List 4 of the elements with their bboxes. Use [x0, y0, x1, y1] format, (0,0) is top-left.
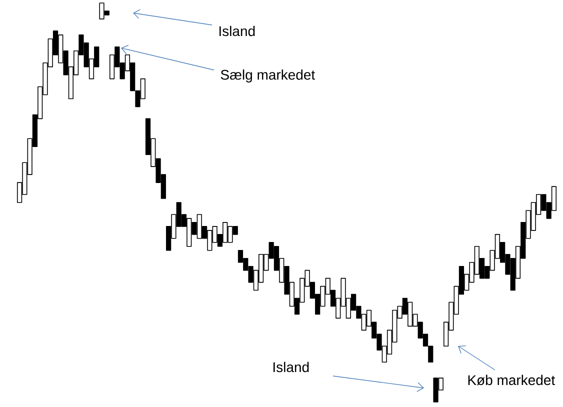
annotation: Island — [220, 26, 255, 36]
annotation: Island — [274, 362, 309, 372]
annotation: Sælg markedet — [220, 69, 315, 83]
annotation: Køb markedet — [468, 374, 555, 386]
